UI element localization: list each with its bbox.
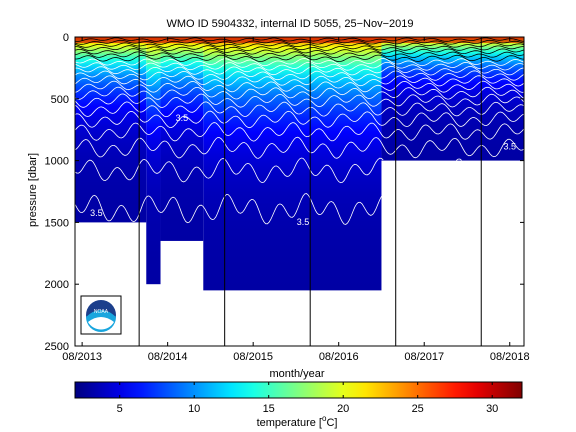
contour-isotherm-10 bbox=[75, 70, 524, 81]
x-tick-label: 08/2013 bbox=[62, 351, 102, 363]
contour-isotherm-5 bbox=[75, 101, 524, 118]
axes-frame bbox=[74, 36, 525, 347]
contour-isotherm-15 bbox=[75, 51, 524, 59]
y-tick-label: 1500 bbox=[45, 217, 69, 229]
colorbar-label-unit: C] bbox=[326, 417, 337, 429]
x-tick-label: 08/2017 bbox=[404, 351, 444, 363]
contour-isotherm-6 bbox=[75, 93, 524, 108]
contour-isotherm-4 bbox=[75, 110, 524, 129]
colorbar-tick-label: 15 bbox=[263, 403, 275, 415]
contour-isotherm-11 bbox=[75, 65, 524, 76]
contour-lines bbox=[75, 37, 524, 225]
noaa-logo-text: NOAA bbox=[94, 309, 109, 315]
colorbar-tick-label: 10 bbox=[188, 403, 200, 415]
heatmap-segment-1 bbox=[146, 37, 161, 285]
x-tick-label: 08/2014 bbox=[148, 351, 188, 363]
contour-isotherm-16 bbox=[75, 48, 524, 55]
colorbar-label-main: temperature [ bbox=[257, 417, 322, 429]
contour-isotherm-3 bbox=[75, 122, 524, 142]
y-tick-label: 2500 bbox=[45, 341, 69, 353]
contour-isotherm-18 bbox=[75, 42, 524, 48]
noaa-logo-icon: NOAA bbox=[80, 295, 122, 335]
contour-isotherm-1 bbox=[75, 157, 462, 184]
colorbar-label-degree: o bbox=[322, 414, 327, 423]
x-tick-label: 08/2016 bbox=[319, 351, 359, 363]
contour-label: 3.5 bbox=[90, 208, 103, 218]
x-axis-label: month/year bbox=[269, 368, 324, 380]
colorbar-tick-label: 30 bbox=[486, 403, 498, 415]
contour-label: 3.5 bbox=[297, 217, 310, 227]
colorbar: 5 10 15 20 25 30 bbox=[74, 381, 523, 415]
y-tick-label: 500 bbox=[51, 94, 69, 106]
contour-isotherm-7 bbox=[75, 86, 524, 100]
surface-warm-band bbox=[75, 37, 524, 43]
contour-isotherm-17 bbox=[75, 45, 524, 51]
contour-isotherm-13 bbox=[75, 58, 524, 67]
y-tick-label: 2000 bbox=[45, 279, 69, 291]
colorbar-tick-label: 20 bbox=[337, 403, 349, 415]
colorbar-tick-label: 25 bbox=[412, 403, 424, 415]
heatmap-fill bbox=[75, 37, 524, 291]
contour-isotherm-9 bbox=[75, 75, 524, 87]
colorbar-ramp bbox=[74, 381, 523, 399]
contour-isotherm-0 bbox=[75, 193, 382, 225]
x-tick-label: 08/2018 bbox=[490, 351, 530, 363]
contour-label: 3.5 bbox=[503, 141, 516, 151]
y-tick-label: 1000 bbox=[45, 156, 69, 168]
y-tick-label: 0 bbox=[63, 32, 69, 44]
heatmap-segment-2 bbox=[160, 37, 204, 241]
colorbar-tick-label: 5 bbox=[117, 403, 123, 415]
x-tick-label: 08/2015 bbox=[233, 351, 273, 363]
contour-isotherm-2 bbox=[75, 136, 524, 159]
contour-isotherm-8 bbox=[75, 80, 524, 93]
contour-label: 3.5 bbox=[176, 113, 189, 123]
chart-title: WMO ID 5904332, internal ID 5055, 25−Nov… bbox=[166, 18, 413, 30]
contour-isotherm-20 bbox=[75, 37, 524, 42]
colorbar-label: temperature [oC] bbox=[257, 414, 338, 429]
contour-isotherm-12 bbox=[75, 61, 524, 71]
heatmap-segment-3 bbox=[203, 37, 382, 291]
contour-isotherm-14 bbox=[75, 54, 524, 63]
y-axis-label: pressure [dbar] bbox=[27, 153, 39, 227]
contour-isotherm-19 bbox=[75, 39, 524, 45]
